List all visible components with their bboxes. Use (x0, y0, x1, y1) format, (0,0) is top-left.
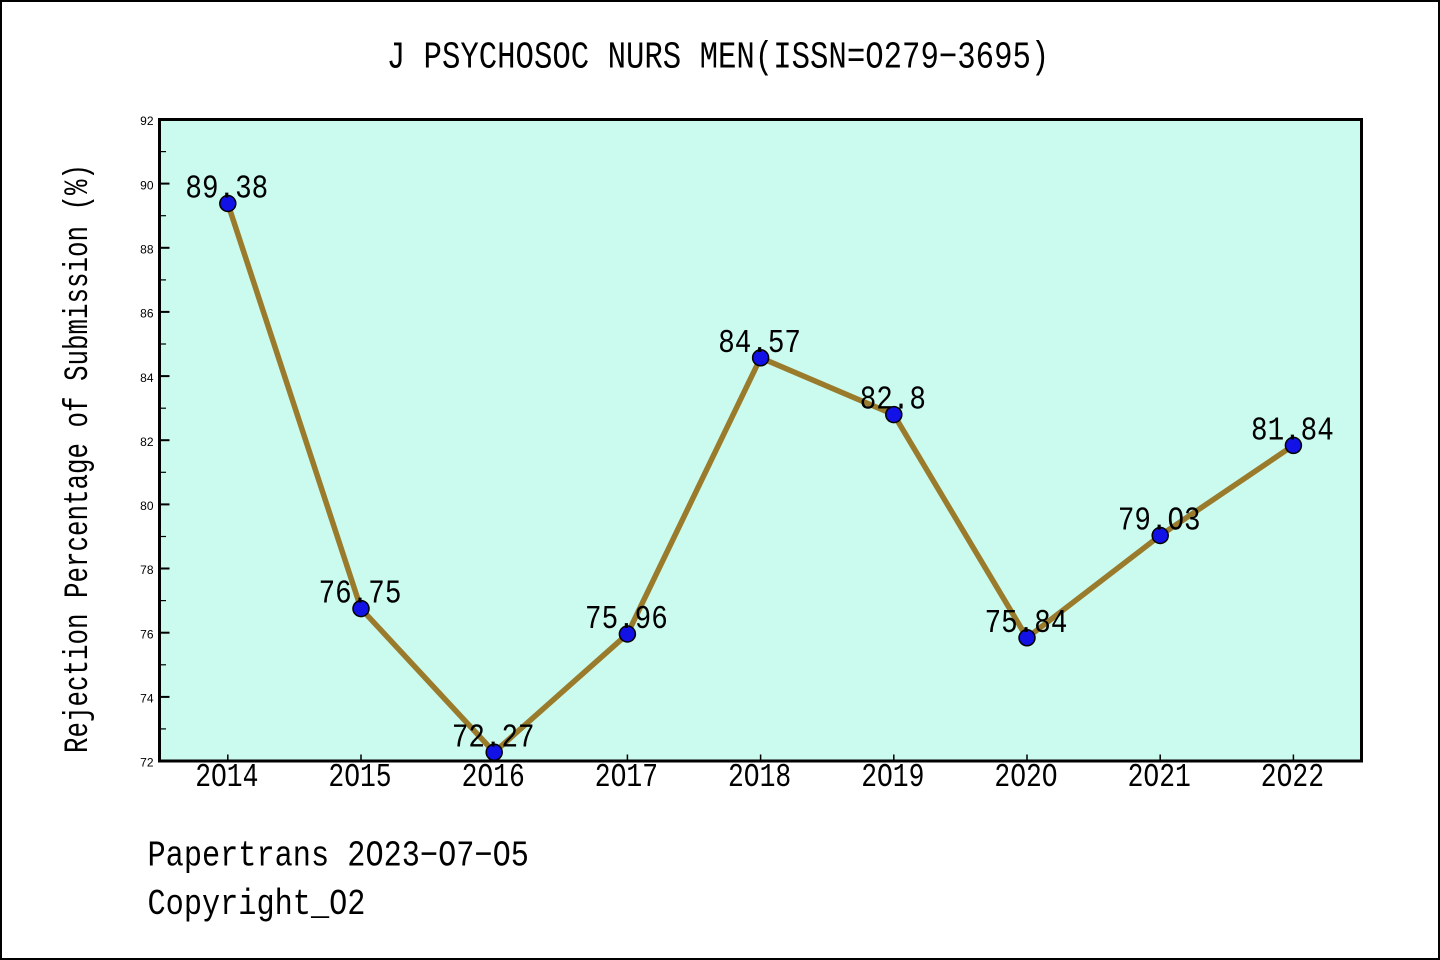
svg-text:84: 84 (140, 371, 154, 385)
svg-text:2O21: 2O21 (1128, 758, 1191, 796)
svg-text:2O15: 2O15 (328, 758, 391, 796)
svg-text:Papertrans 2O23−O7−O5: Papertrans 2O23−O7−O5 (148, 835, 529, 876)
svg-text:2O22: 2O22 (1261, 758, 1324, 796)
svg-text:2O17: 2O17 (595, 758, 658, 796)
svg-text:76.75: 76.75 (319, 577, 402, 614)
svg-text:78: 78 (140, 563, 154, 577)
svg-text:76: 76 (140, 627, 154, 641)
svg-text:75.96: 75.96 (585, 602, 668, 639)
svg-text:74: 74 (140, 692, 154, 706)
svg-text:88: 88 (140, 243, 154, 257)
svg-text:Copyright_O2: Copyright_O2 (148, 884, 366, 925)
svg-text:72.27: 72.27 (452, 720, 535, 757)
svg-text:2O16: 2O16 (462, 758, 525, 796)
svg-text:2O2O: 2O2O (994, 758, 1057, 796)
svg-text:86: 86 (140, 307, 154, 321)
svg-text:84.57: 84.57 (718, 326, 801, 363)
svg-text:90: 90 (140, 178, 154, 192)
svg-text:75.84: 75.84 (985, 606, 1068, 643)
svg-text:82.8: 82.8 (860, 383, 926, 420)
svg-text:89.38: 89.38 (185, 171, 268, 208)
svg-text:Rejection Percentage of Submis: Rejection Percentage of Submission (%) (60, 164, 98, 753)
svg-text:80: 80 (140, 499, 154, 513)
svg-text:2O19: 2O19 (861, 758, 924, 796)
svg-text:79.O3: 79.O3 (1118, 503, 1201, 540)
svg-text:72: 72 (140, 756, 154, 770)
svg-text:92: 92 (140, 114, 154, 128)
svg-text:82: 82 (140, 435, 154, 449)
svg-text:2O14: 2O14 (195, 758, 258, 796)
svg-text:2O18: 2O18 (728, 758, 791, 796)
svg-text:81.84: 81.84 (1251, 413, 1334, 450)
svg-text:J PSYCHOSOC NURS MEN(ISSN=O279: J PSYCHOSOC NURS MEN(ISSN=O279−3695) (387, 37, 1050, 80)
